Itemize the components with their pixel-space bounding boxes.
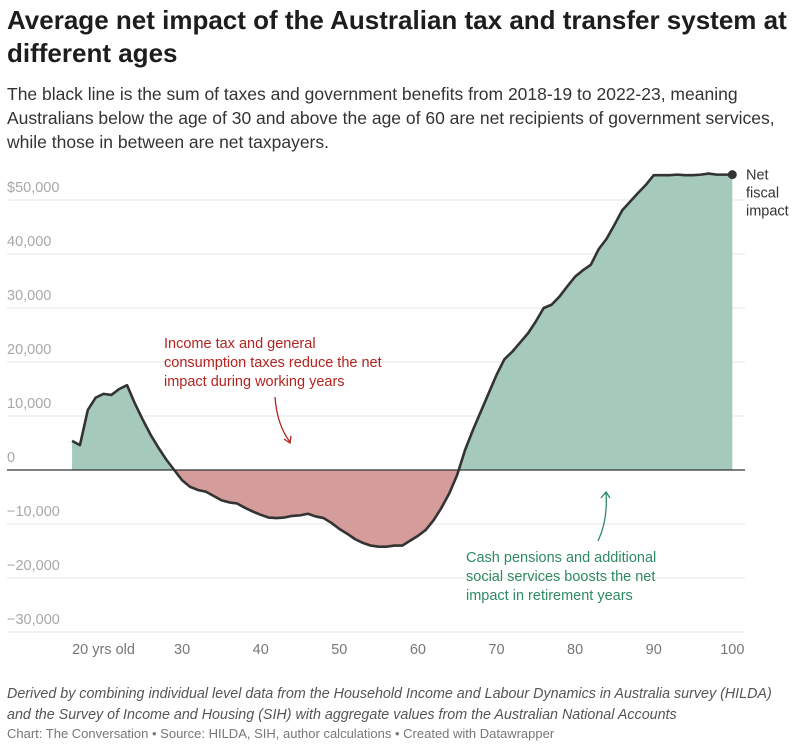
y-tick-label: 10,000 <box>7 396 51 412</box>
x-tick-label: 40 <box>253 642 269 658</box>
chart-title: Average net impact of the Australian tax… <box>7 5 787 68</box>
y-tick-label: −20,000 <box>7 558 60 574</box>
series-label-line: impact <box>746 204 789 220</box>
series-label: Net fiscal impact <box>746 168 789 220</box>
y-tick-label: 40,000 <box>7 234 51 250</box>
x-tick-label: 90 <box>646 642 662 658</box>
series-label-line: fiscal <box>746 186 779 202</box>
x-tick-label: 60 <box>410 642 426 658</box>
positive-area <box>72 173 733 470</box>
end-point-marker <box>727 170 737 180</box>
working-years-annotation: Income tax and general consumption taxes … <box>164 336 382 390</box>
retirement-arrow-icon <box>597 490 611 542</box>
negative-area <box>72 470 733 547</box>
net-fiscal-impact-line <box>71 172 733 548</box>
series-label-line: Net <box>746 168 769 184</box>
working-years-arrow-icon <box>274 396 292 445</box>
retirement-annotation-line: impact in retirement years <box>466 588 633 604</box>
y-tick-label: 30,000 <box>7 288 51 304</box>
y-tick-label: 0 <box>7 450 15 466</box>
retirement-annotation-line: Cash pensions and additional <box>466 550 656 566</box>
y-tick-label: −10,000 <box>7 504 60 520</box>
y-tick-label: 20,000 <box>7 342 51 358</box>
working-years-annotation-line: consumption taxes reduce the net <box>164 355 382 371</box>
chart-subtitle: The black line is the sum of taxes and g… <box>7 84 775 152</box>
x-tick-label: 30 <box>174 642 190 658</box>
retirement-annotation: Cash pensions and additional social servi… <box>466 550 656 604</box>
working-years-annotation-line: impact during working years <box>164 374 345 390</box>
chart-notes: Derived by combining individual level da… <box>7 686 772 723</box>
working-years-annotation-line: Income tax and general <box>164 336 316 352</box>
retirement-annotation-line: social services boosts the net <box>466 569 655 585</box>
x-tick-label: 80 <box>567 642 583 658</box>
x-tick-label: 50 <box>331 642 347 658</box>
y-tick-label: $50,000 <box>7 180 59 196</box>
chart-byline: Chart: The Conversation • Source: HILDA,… <box>7 726 555 741</box>
x-tick-label: 20 yrs old <box>72 642 135 658</box>
x-tick-label: 70 <box>488 642 504 658</box>
y-tick-label: −30,000 <box>7 612 60 628</box>
x-tick-label: 100 <box>720 642 744 658</box>
